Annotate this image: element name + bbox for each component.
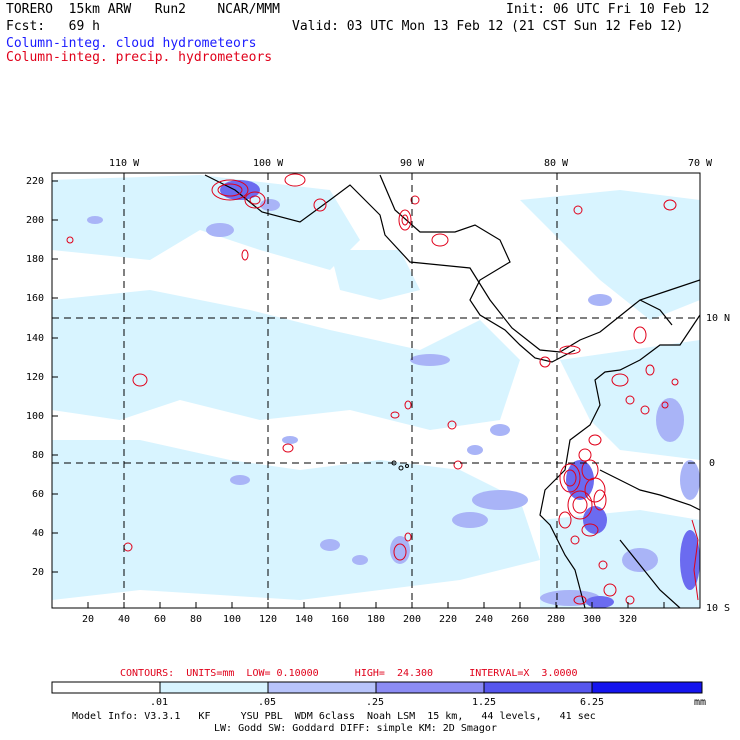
x-tick-240: 240 bbox=[475, 614, 494, 625]
y-tick-140: 140 bbox=[26, 333, 45, 344]
colorbar-label-4: 6.25 bbox=[580, 697, 605, 708]
galapagos-islands bbox=[391, 460, 409, 471]
lon-label-80w: 80 W bbox=[544, 158, 569, 169]
colorbar-label-1: .05 bbox=[258, 697, 277, 708]
coastline bbox=[204, 174, 700, 608]
lon-label-100w: 100 W bbox=[253, 158, 284, 169]
x-tick-120: 120 bbox=[259, 614, 278, 625]
y-tick-100: 100 bbox=[26, 411, 45, 422]
lon-label-70w: 70 W bbox=[688, 158, 713, 169]
field-cloud-label: Column-integ. cloud hydrometeors bbox=[6, 36, 257, 51]
x-tick-40: 40 bbox=[118, 614, 131, 625]
forecast-hour: Fcst: 69 h bbox=[6, 19, 100, 34]
x-tick-260: 260 bbox=[511, 614, 530, 625]
x-tick-140: 140 bbox=[295, 614, 314, 625]
x-tick-280: 280 bbox=[547, 614, 566, 625]
y-tick-220: 220 bbox=[26, 176, 45, 187]
model-info-line2: LW: Godd SW: Goddard DIFF: simple KM: 2D… bbox=[214, 723, 497, 734]
lon-label-110w: 110 W bbox=[109, 158, 140, 169]
y-tick-20: 20 bbox=[32, 567, 45, 578]
y-tick-40: 40 bbox=[32, 528, 45, 539]
cloud-light-field bbox=[52, 175, 700, 608]
x-tick-60: 60 bbox=[154, 614, 167, 625]
x-tick-20: 20 bbox=[82, 614, 95, 625]
y-tick-160: 160 bbox=[26, 293, 45, 304]
field-precip-label: Column-integ. precip. hydrometeors bbox=[6, 50, 273, 65]
x-tick-160: 160 bbox=[331, 614, 350, 625]
graticule bbox=[52, 173, 700, 608]
y-tick-60: 60 bbox=[32, 489, 45, 500]
lon-label-90w: 90 W bbox=[400, 158, 425, 169]
init-time: Init: 06 UTC Fri 10 Feb 12 bbox=[506, 2, 710, 17]
x-tick-220: 220 bbox=[439, 614, 458, 625]
valid-time: Valid: 03 UTC Mon 13 Feb 12 (21 CST Sun … bbox=[292, 19, 684, 34]
x-tick-320: 320 bbox=[619, 614, 638, 625]
model-title: TORERO 15km ARW Run2 NCAR/MMM bbox=[6, 2, 280, 17]
colorbar-label-0: .01 bbox=[150, 697, 169, 708]
precip-contours bbox=[66, 173, 699, 605]
colorbar-unit: mm bbox=[694, 697, 707, 708]
contour-info: CONTOURS: UNITS=mm LOW= 0.10000 HIGH= 24… bbox=[120, 668, 578, 679]
y-tick-200: 200 bbox=[26, 215, 45, 226]
model-info-line1: Model Info: V3.3.1 KF YSU PBL WDM 6class… bbox=[72, 711, 596, 722]
x-tick-80: 80 bbox=[190, 614, 203, 625]
colorbar-label-3: 1.25 bbox=[472, 697, 497, 708]
x-ticks bbox=[87, 602, 665, 608]
y-tick-120: 120 bbox=[26, 372, 45, 383]
x-tick-100: 100 bbox=[223, 614, 242, 625]
colorbar-label-2: .25 bbox=[366, 697, 385, 708]
lat-label-0: 0 bbox=[709, 458, 716, 469]
lat-label-10s: 10 S bbox=[706, 603, 731, 614]
lat-label-10n: 10 N bbox=[706, 313, 731, 324]
x-tick-200: 200 bbox=[403, 614, 422, 625]
y-tick-180: 180 bbox=[26, 254, 45, 265]
x-tick-180: 180 bbox=[367, 614, 386, 625]
x-tick-300: 300 bbox=[583, 614, 602, 625]
y-tick-80: 80 bbox=[32, 450, 45, 461]
y-ticks bbox=[52, 180, 58, 573]
